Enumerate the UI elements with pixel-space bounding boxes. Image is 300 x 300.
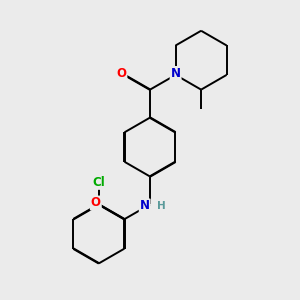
Text: Cl: Cl — [92, 176, 105, 189]
Text: N: N — [140, 200, 150, 212]
Text: N: N — [171, 67, 181, 80]
Text: O: O — [91, 196, 101, 209]
Text: H: H — [157, 201, 166, 211]
Text: O: O — [116, 67, 126, 80]
